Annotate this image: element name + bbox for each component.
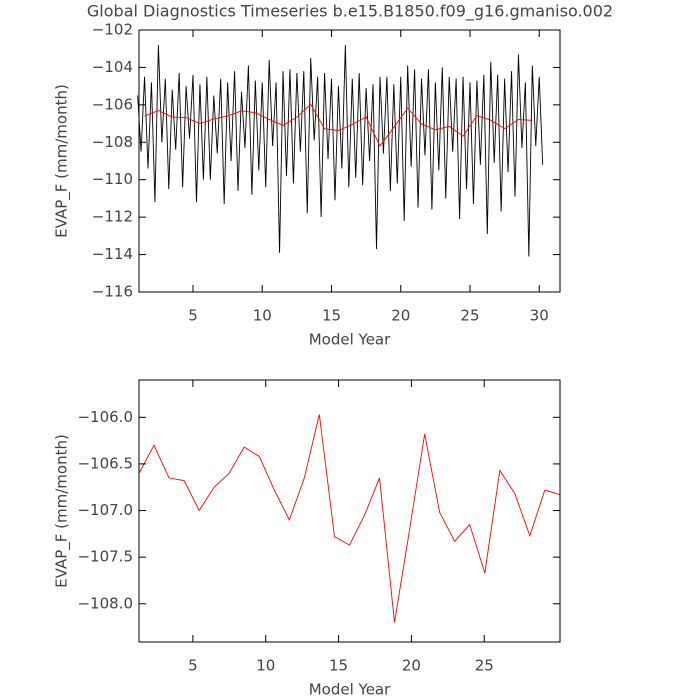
- y-tick-label: −106.0: [77, 408, 133, 426]
- y-tick-label: −104: [92, 58, 133, 76]
- plot-frame: [138, 379, 561, 643]
- x-tick-label: 30: [530, 307, 549, 325]
- x-tick-label: 20: [391, 307, 410, 325]
- y-tick-label: −112: [92, 208, 133, 226]
- y-tick-label: −114: [92, 245, 133, 263]
- chart-title: Global Diagnostics Timeseries b.e15.B185…: [87, 2, 613, 22]
- x-axis-label: Model Year: [309, 331, 391, 349]
- y-tick-label: −110: [92, 170, 133, 188]
- y-tick-label: −106: [92, 95, 133, 113]
- y-tick-label: −116: [92, 283, 133, 301]
- x-tick-label: 5: [188, 657, 198, 675]
- x-tick-label: 25: [475, 657, 494, 675]
- x-tick-label: 20: [402, 657, 421, 675]
- y-tick-label: −106.5: [77, 454, 133, 472]
- x-tick-label: 10: [253, 307, 272, 325]
- x-tick-label: 25: [460, 307, 479, 325]
- x-axis-label: Model Year: [309, 681, 391, 699]
- x-tick-label: 15: [329, 657, 348, 675]
- plot-frame: [138, 29, 561, 293]
- y-axis-label: EVAP_F (mm/month): [53, 434, 72, 588]
- y-tick-label: −102: [92, 21, 133, 39]
- x-tick-label: 10: [256, 657, 275, 675]
- x-tick-label: 5: [188, 307, 198, 325]
- y-tick-label: −107.5: [77, 548, 133, 566]
- y-axis-label: EVAP_F (mm/month): [53, 84, 72, 238]
- y-tick-label: −108: [92, 133, 133, 151]
- data-line: [144, 103, 533, 147]
- y-tick-label: −108.0: [77, 594, 133, 612]
- x-tick-label: 15: [322, 307, 341, 325]
- data-line: [137, 44, 544, 257]
- y-tick-label: −107.0: [77, 501, 133, 519]
- data-line: [138, 414, 561, 623]
